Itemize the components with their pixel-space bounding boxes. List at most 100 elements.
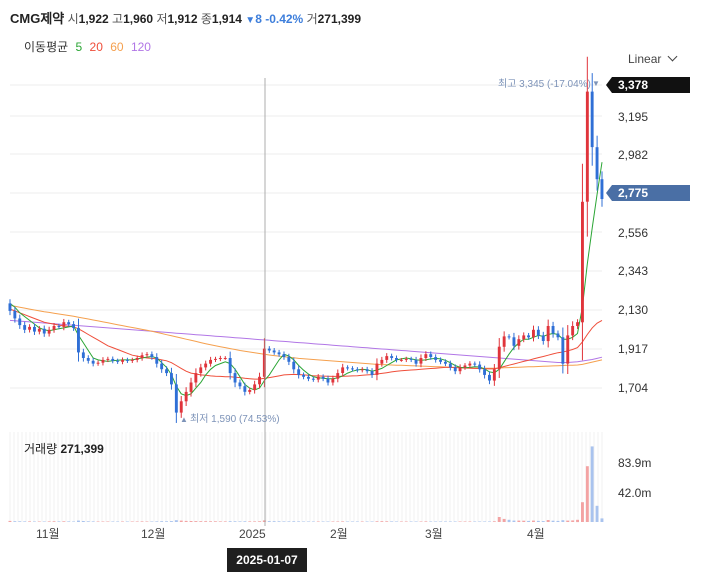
volume-bar	[576, 519, 579, 523]
candle-body	[8, 303, 12, 311]
grid	[10, 84, 602, 389]
candle-body	[18, 318, 22, 326]
volume-title-value: 271,399	[60, 442, 104, 456]
volume-bar	[556, 520, 560, 522]
price-tick: 2,982	[618, 148, 648, 162]
volume-title: 거래량 271,399	[24, 440, 104, 457]
volume-bar	[214, 521, 217, 522]
candle-body	[277, 352, 281, 355]
change-value: 8 -0.42%	[255, 12, 304, 26]
volume-bar	[326, 521, 330, 522]
low-marker-icon: ▲	[180, 415, 188, 424]
candle-body	[42, 328, 46, 334]
volume-bar	[282, 521, 286, 522]
candle-body	[536, 329, 540, 336]
candle-body	[86, 358, 90, 361]
crosshair-date-label: 2025-01-07	[227, 548, 307, 572]
volume-bar	[194, 521, 198, 522]
volume-bar	[8, 520, 12, 522]
candle-body	[375, 363, 379, 375]
volume-bar	[101, 521, 105, 522]
candle-body	[106, 358, 110, 360]
volume-bar	[355, 521, 359, 522]
volume-bar	[111, 521, 115, 522]
candle-body	[81, 352, 85, 358]
candle-body	[258, 376, 261, 385]
candle-body	[28, 326, 31, 330]
moving-average-legend[interactable]: 이동평균 5 20 60 120	[24, 38, 155, 55]
volume-bar	[551, 520, 555, 522]
volume-bar	[527, 520, 530, 522]
volume-bar	[390, 521, 394, 522]
candle-body	[218, 358, 222, 359]
candle-body	[253, 384, 257, 390]
candle-body	[228, 358, 232, 374]
candle-body	[77, 327, 80, 353]
candle-body	[37, 328, 41, 332]
candle-body	[72, 324, 75, 328]
down-triangle-icon: ▼	[245, 15, 256, 26]
candle-body	[307, 376, 310, 379]
stock-name: CMG제약	[10, 11, 65, 26]
x-axis-label: 4월	[527, 527, 545, 541]
candle-body	[517, 339, 521, 346]
candle-body	[145, 354, 149, 356]
volume-bar	[267, 521, 271, 522]
volume-bar	[121, 521, 124, 522]
volume-bar	[595, 505, 599, 522]
candle-body	[468, 363, 472, 366]
candle-body	[463, 365, 467, 368]
ma20-line	[9, 308, 603, 380]
volume-bar	[77, 520, 80, 522]
candle-body	[429, 354, 433, 357]
scale-select[interactable]: Linear	[628, 51, 678, 66]
current-price-badge: 3,378	[606, 77, 690, 93]
volume-bar	[170, 521, 173, 522]
candle-body	[488, 374, 491, 381]
x-axis-label: 11월	[36, 527, 60, 541]
candle-body	[130, 359, 134, 361]
volume-bar	[478, 521, 482, 522]
volume-bar	[532, 520, 535, 522]
volume-bar	[468, 521, 472, 522]
candle-body	[233, 373, 237, 383]
x-axis: 11월 12월 2025 2월 3월 4월	[36, 527, 545, 541]
candle-body	[91, 360, 95, 364]
candle-body	[522, 335, 526, 340]
candle-body	[160, 363, 164, 370]
volume-bar	[424, 521, 428, 522]
volume-bar	[37, 521, 41, 522]
candle-body	[57, 326, 61, 327]
candle-body	[184, 391, 188, 402]
volume-bar	[243, 521, 247, 522]
volume-bar	[248, 521, 252, 522]
volume-bar	[218, 521, 222, 522]
candle-body	[532, 329, 535, 338]
candle-body	[581, 201, 584, 323]
close-value: 1,914	[211, 12, 242, 26]
candle-body	[497, 346, 501, 370]
volume-bar	[395, 521, 398, 522]
volume-bar	[497, 517, 501, 522]
candle-body	[458, 367, 462, 372]
volume-bar	[439, 521, 442, 522]
candle-body	[370, 371, 374, 375]
volume-bar	[23, 521, 27, 522]
candle-body	[346, 367, 349, 369]
ma-legend-60: 60	[110, 40, 124, 54]
volume-bar	[91, 521, 95, 522]
candle-body	[512, 337, 516, 346]
volume-bar	[536, 520, 540, 522]
volume-bar	[57, 521, 61, 522]
candle-body	[331, 378, 335, 383]
price-tick: 2,343	[618, 264, 648, 278]
candle-body	[419, 358, 423, 364]
price-tick: 1,917	[618, 342, 648, 356]
volume-tick: 83.9m	[618, 456, 651, 470]
volume-bar	[145, 521, 149, 522]
candle-body	[365, 369, 369, 372]
volume-bar	[375, 521, 379, 522]
open-label: 시	[67, 12, 79, 26]
candle-body	[571, 326, 575, 336]
